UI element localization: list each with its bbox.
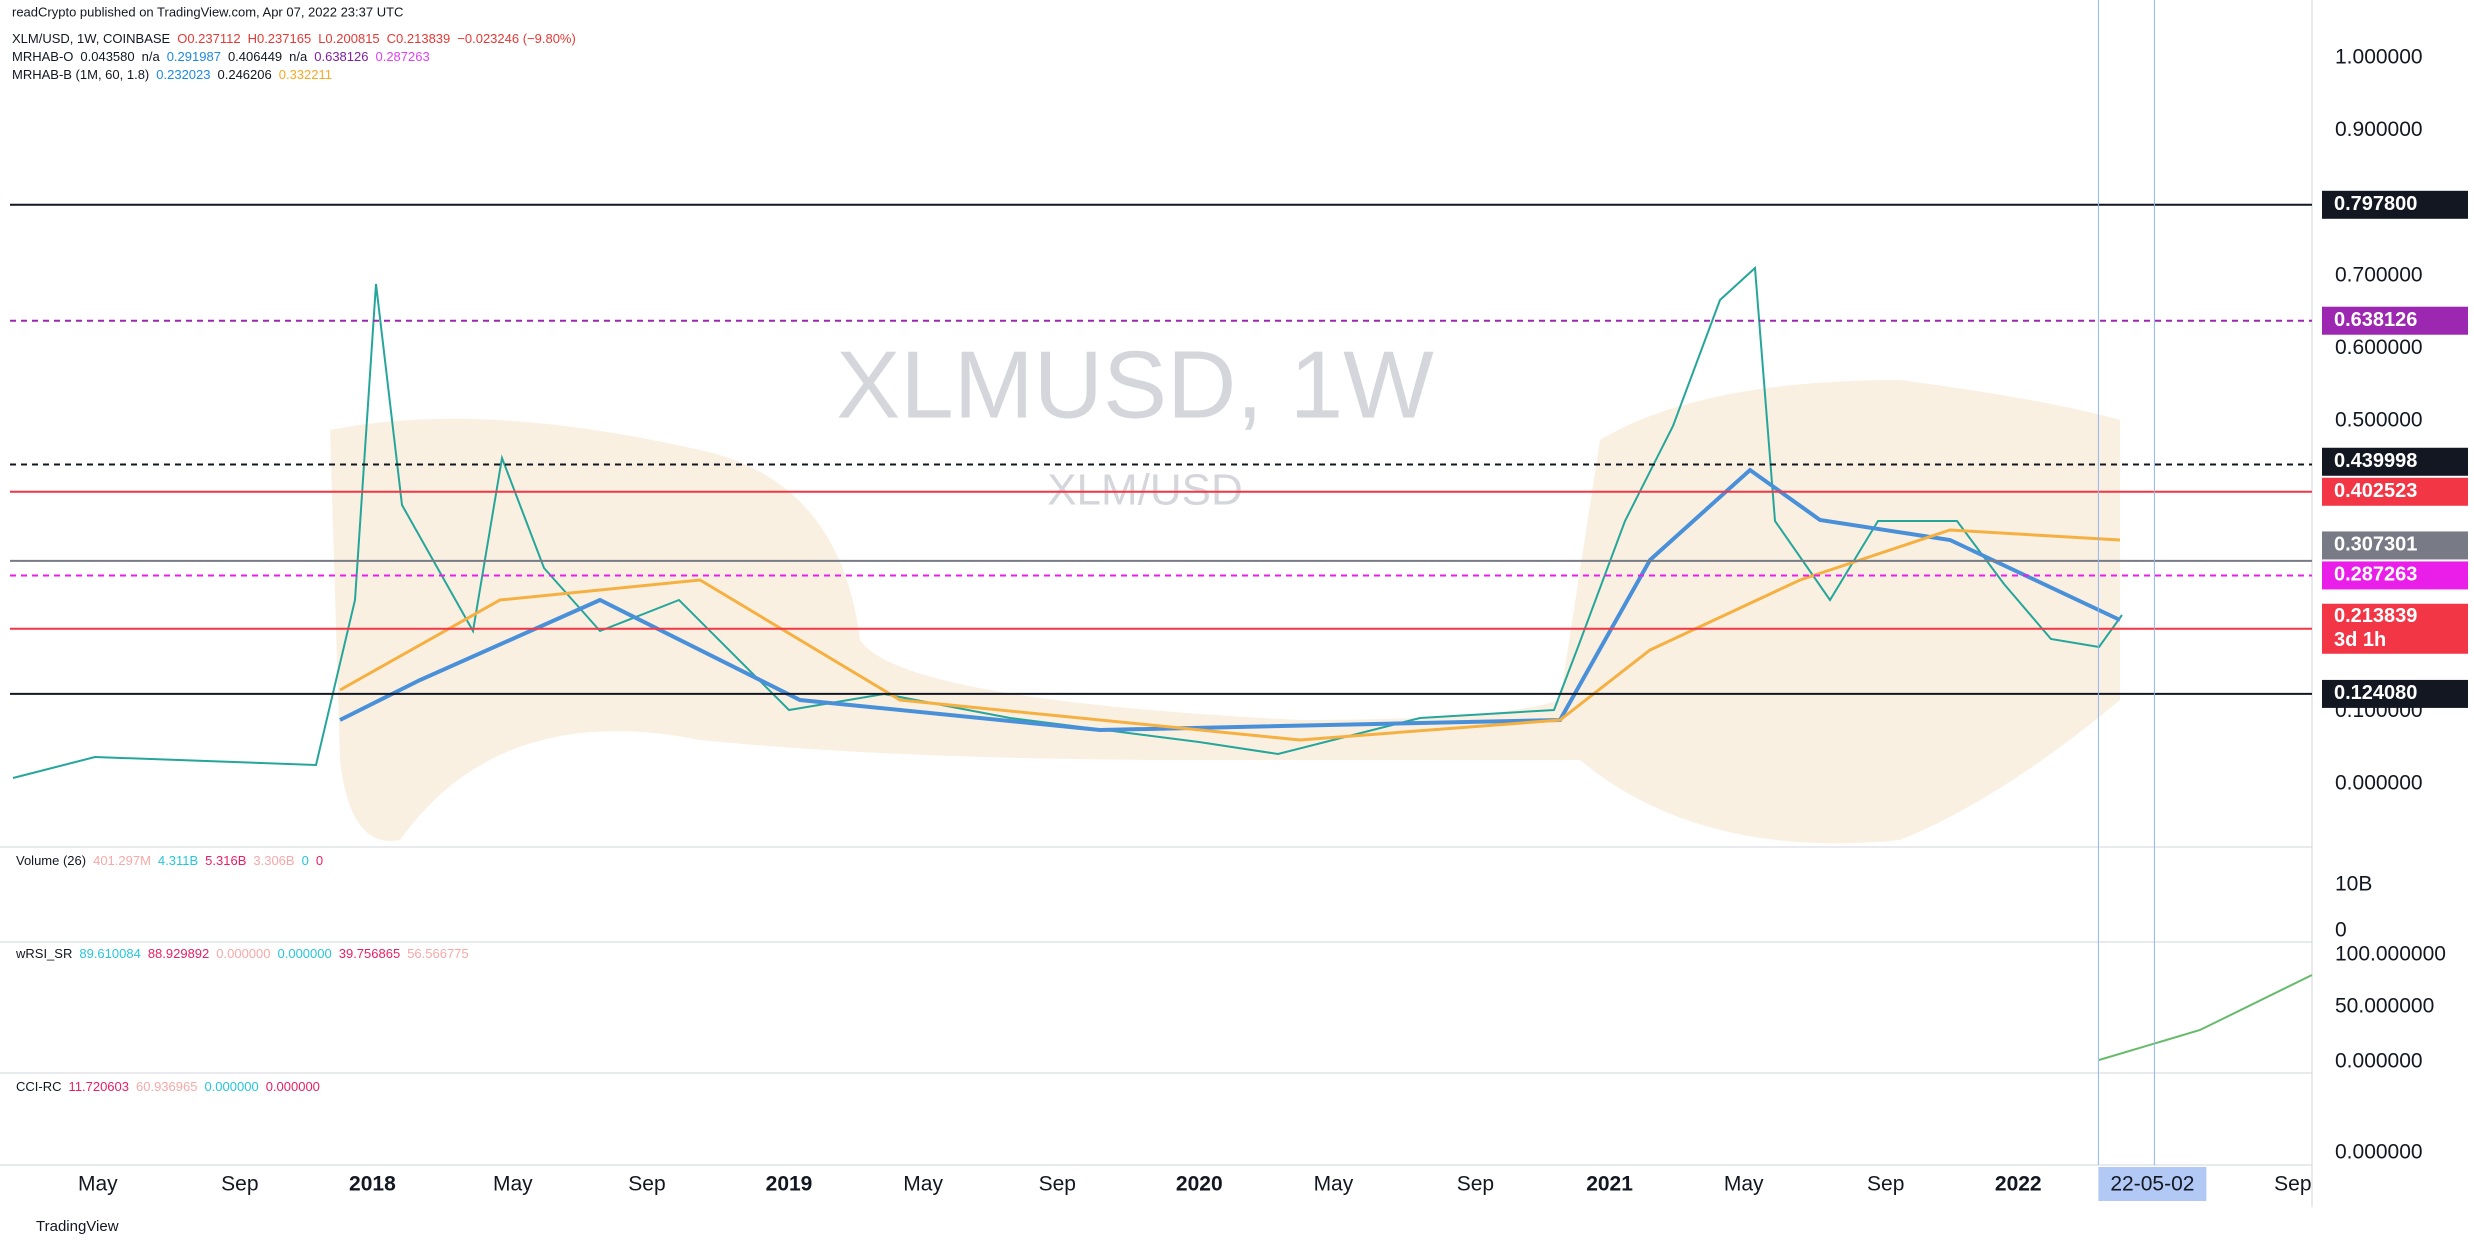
time-label: 2021 xyxy=(1586,1173,1633,1196)
trend-line xyxy=(2098,974,2313,1061)
pane-name: wRSI_SR xyxy=(15,946,72,961)
legend-name: XLM/USD, 1W, COINBASE xyxy=(12,31,171,46)
price-label: 0.000000 xyxy=(2335,772,2423,795)
price-tag-label: 0.213839 xyxy=(2334,605,2417,627)
price-label: 0.900000 xyxy=(2335,118,2423,141)
pane-value: 11.720603 xyxy=(69,1079,130,1094)
time-label: Sep xyxy=(2274,1173,2311,1196)
legend-value: O0.237112 xyxy=(177,31,240,46)
pane-value: 0.000000 xyxy=(216,946,270,961)
legend-line: MRHAB-B (1M, 60, 1.8) 0.232023 0.246206 0.3… xyxy=(12,67,332,82)
pane-name: CCI-RC xyxy=(16,1079,62,1094)
time-label: May xyxy=(1724,1173,1764,1196)
price-label: 0.700000 xyxy=(2335,263,2423,286)
pane-value: 0.000000 xyxy=(204,1079,258,1094)
legend-value: 0.232023 xyxy=(156,67,210,82)
time-label: Sep xyxy=(1457,1173,1494,1196)
pane-value: 39.756865 xyxy=(339,946,400,961)
legend-name: MRHAB-B (1M, 60, 1.8) xyxy=(12,67,149,82)
watermark-symbol: XLMUSD, 1W xyxy=(836,331,1434,438)
pane-value: 0.000000 xyxy=(278,946,332,961)
time-label: Sep xyxy=(221,1173,258,1196)
pane-value: 0.000000 xyxy=(266,1079,320,1094)
price-tag-label: 0.439998 xyxy=(2334,450,2417,472)
price-tag xyxy=(2322,603,2468,654)
pane-value: 4.311B xyxy=(158,853,198,868)
price-tag-label: 0.307301 xyxy=(2334,534,2417,556)
pane-value: 56.566775 xyxy=(407,946,468,961)
pane-value: 89.610084 xyxy=(79,946,140,961)
price-tag-label: 0.287263 xyxy=(2334,564,2417,586)
pane-value: 3.306B xyxy=(253,853,294,868)
pane-legend: wRSI_SR 89.610084 88.929892 0.000000 0.00000… xyxy=(15,946,469,961)
price-tag xyxy=(2322,561,2468,590)
time-label: Sep xyxy=(1867,1173,1904,1196)
legend-value: H0.237165 xyxy=(248,31,312,46)
price-label: 1.000000 xyxy=(2335,46,2423,69)
price-tag-sublabel: 3d 1h xyxy=(2334,629,2386,651)
pane-value: 88.929892 xyxy=(148,946,209,961)
watermark-pair: XLM/USD xyxy=(1047,466,1243,515)
footer: TradingView xyxy=(36,1218,119,1235)
legend-value: C0.213839 xyxy=(387,31,451,46)
price-tag xyxy=(2322,447,2468,476)
price-label: 0.500000 xyxy=(2335,409,2423,432)
legend-value: −0.023246 (−9.80%) xyxy=(457,31,576,46)
pane-value: 0 xyxy=(302,853,309,868)
time-label: 22-05-02 xyxy=(2110,1173,2194,1196)
legend-value: 0.332211 xyxy=(279,67,332,82)
price-tag xyxy=(2322,477,2468,506)
price-tag xyxy=(2322,190,2468,219)
pane-value: 0 xyxy=(316,853,323,868)
time-label: Sep xyxy=(628,1173,665,1196)
pane-value: 60.936965 xyxy=(136,1079,197,1094)
price-sketch xyxy=(12,265,2123,779)
legend-value: n/a xyxy=(142,49,161,64)
pane-axis-label: 0.000000 xyxy=(2335,1050,2423,1073)
price-label: 0.600000 xyxy=(2335,336,2423,359)
time-label: 2022 xyxy=(1995,1173,2042,1196)
time-label: May xyxy=(78,1173,118,1196)
price-tag xyxy=(2322,306,2468,335)
time-cursor-box xyxy=(2098,1167,2207,1201)
legend-value: 0.638126 xyxy=(314,49,368,64)
pane-axis-label: 100.000000 xyxy=(2335,943,2446,966)
legend-value: 0.406449 xyxy=(228,49,282,64)
price-tag-label: 0.638126 xyxy=(2334,309,2417,331)
time-label: Sep xyxy=(1039,1173,1076,1196)
time-label: 2020 xyxy=(1176,1173,1223,1196)
pane-legend: CCI-RC 11.720603 60.936965 0.000000 0.000000 xyxy=(16,1079,320,1094)
time-label: 2018 xyxy=(349,1173,396,1196)
legend-value: 0.043580 xyxy=(80,49,134,64)
legend-value: 0.291987 xyxy=(167,49,221,64)
legend-value: 0.287263 xyxy=(375,49,429,64)
time-label: May xyxy=(1314,1173,1354,1196)
time-label: 2019 xyxy=(766,1173,813,1196)
legend-name: MRHAB-O xyxy=(12,49,73,64)
time-label: May xyxy=(903,1173,943,1196)
price-tag xyxy=(2322,531,2468,560)
pane-value: 5.316B xyxy=(205,853,246,868)
pane-legend: Volume (26) 401.297M 4.311B 5.316B 3.306B 0 0 xyxy=(16,853,323,868)
pane-name: Volume (26) xyxy=(16,853,86,868)
legend-line: MRHAB-O 0.043580 n/a 0.291987 0.406449 n/a 0.6… xyxy=(12,49,430,64)
legend-line: XLM/USD, 1W, COINBASE O0.237112 H0.237165 L… xyxy=(12,31,576,46)
header: readCrypto published on TradingView.com,… xyxy=(12,4,403,19)
pane-axis-label: 10B xyxy=(2335,873,2372,896)
band-cloud xyxy=(330,380,2120,844)
legend-value: 0.246206 xyxy=(218,67,272,82)
pane-axis-label: 0.000000 xyxy=(2335,1141,2423,1164)
average-sketch xyxy=(339,528,2121,742)
pane-axis-label: 0 xyxy=(2335,919,2347,942)
price-tag-label: 0.124080 xyxy=(2334,682,2417,704)
price-tag xyxy=(2322,679,2468,708)
price-tag-label: 0.402523 xyxy=(2334,480,2417,502)
legend-value: n/a xyxy=(289,49,308,64)
time-label: May xyxy=(493,1173,533,1196)
legend-value: L0.200815 xyxy=(318,31,379,46)
pane-axis-label: 50.000000 xyxy=(2335,995,2434,1018)
price-tag-label: 0.797800 xyxy=(2334,193,2417,215)
pane-value: 401.297M xyxy=(93,853,151,868)
